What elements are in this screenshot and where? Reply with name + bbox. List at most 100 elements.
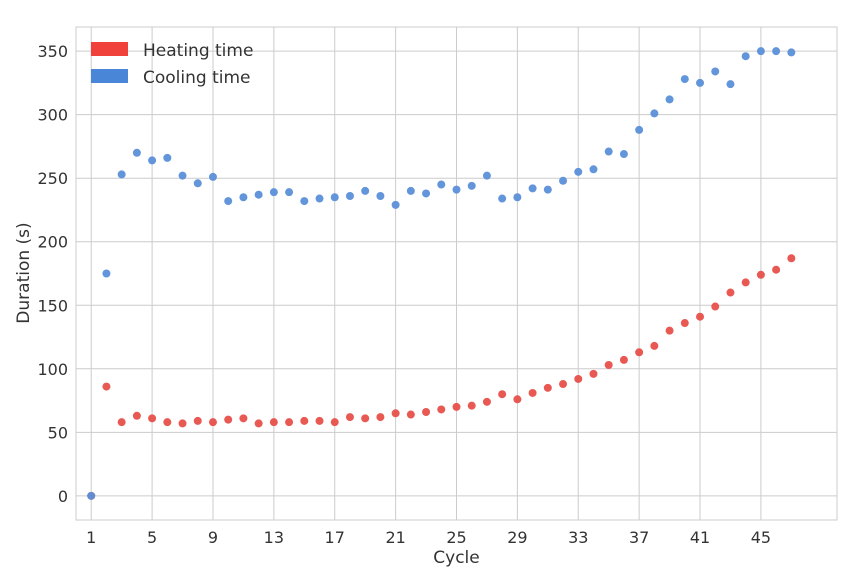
heating-point — [406, 410, 415, 419]
y-tick-label: 300 — [37, 106, 68, 125]
x-tick-label: 29 — [507, 528, 527, 547]
heating-point — [361, 414, 370, 423]
y-tick-label: 150 — [37, 296, 68, 315]
x-axis-label: Cycle — [433, 548, 479, 568]
cooling-series — [87, 47, 796, 500]
cooling-point — [680, 75, 689, 84]
cooling-point — [391, 200, 400, 209]
cooling-point — [376, 191, 385, 200]
legend: Heating time Cooling time — [91, 41, 253, 88]
heating-point — [650, 341, 659, 350]
legend-label-cooling: Cooling time — [143, 68, 251, 88]
x-tick-label: 1 — [86, 528, 96, 547]
cooling-point — [452, 185, 461, 194]
x-tick-label: 45 — [751, 528, 771, 547]
cooling-point — [406, 186, 415, 195]
heating-point — [117, 418, 126, 427]
cooling-point — [422, 189, 431, 198]
cooling-point — [117, 170, 126, 179]
cooling-point — [635, 125, 644, 134]
cooling-point — [696, 78, 705, 87]
cooling-point — [589, 165, 598, 174]
y-tick-label: 200 — [37, 233, 68, 252]
heating-point — [132, 411, 141, 420]
legend-label-heating: Heating time — [143, 41, 253, 61]
cooling-point — [361, 186, 370, 195]
heating-point — [285, 418, 294, 427]
cooling-point — [102, 269, 111, 278]
heating-point — [376, 413, 385, 422]
cooling-point — [711, 67, 720, 76]
heating-point — [787, 254, 796, 263]
cooling-point — [178, 171, 187, 180]
heating-point — [148, 414, 157, 423]
cooling-point — [224, 197, 233, 206]
grid-lines — [76, 27, 837, 520]
heating-point — [665, 326, 674, 335]
heating-point — [756, 270, 765, 279]
y-tick-label: 250 — [37, 169, 68, 188]
heating-point — [345, 413, 354, 422]
cooling-point — [345, 191, 354, 200]
cooling-point — [87, 491, 96, 500]
heating-point — [437, 405, 446, 414]
cooling-point — [559, 176, 568, 185]
heating-point — [315, 416, 324, 425]
heating-point — [589, 369, 598, 378]
cooling-point — [482, 171, 491, 180]
heating-point — [680, 319, 689, 328]
heating-point — [269, 418, 278, 427]
heating-point — [635, 348, 644, 357]
heating-point — [726, 288, 735, 297]
cooling-point — [269, 188, 278, 197]
heating-point — [619, 355, 628, 364]
x-tick-label: 5 — [147, 528, 157, 547]
heating-point — [208, 418, 217, 427]
x-tick-label: 21 — [385, 528, 405, 547]
heating-point — [528, 388, 537, 397]
heating-point — [559, 380, 568, 389]
x-tick-label: 37 — [629, 528, 649, 547]
heating-point — [711, 302, 720, 311]
cooling-point — [787, 48, 796, 57]
cooling-point — [498, 194, 507, 203]
cooling-point — [330, 193, 339, 202]
cooling-point — [300, 197, 309, 206]
heating-point — [696, 312, 705, 321]
cooling-point — [315, 194, 324, 203]
heating-point — [467, 401, 476, 410]
heating-point — [254, 419, 263, 428]
heating-point — [178, 419, 187, 428]
cooling-point — [619, 150, 628, 159]
heating-point — [772, 265, 781, 274]
x-tick-label: 25 — [446, 528, 466, 547]
y-tick-label: 350 — [37, 42, 68, 61]
heating-series — [87, 254, 796, 500]
y-tick-label: 100 — [37, 360, 68, 379]
legend-swatch-heating — [91, 42, 128, 56]
y-tick-labels: 0 50 100 150 200 250 300 350 — [37, 42, 68, 506]
heating-point — [239, 414, 248, 423]
heating-point — [224, 415, 233, 424]
cooling-point — [726, 80, 735, 89]
cooling-point — [650, 109, 659, 118]
x-tick-labels: 1 5 9 13 17 21 25 29 33 37 41 45 — [86, 528, 771, 547]
heating-point — [391, 409, 400, 418]
heating-point — [163, 418, 172, 427]
x-tick-label: 13 — [264, 528, 284, 547]
cooling-point — [574, 167, 583, 176]
data-points — [87, 47, 796, 500]
heating-point — [102, 382, 111, 391]
cooling-point — [148, 156, 157, 165]
cooling-point — [437, 180, 446, 189]
heating-point — [422, 407, 431, 416]
cooling-point — [132, 148, 141, 157]
heating-point — [193, 416, 202, 425]
cooling-point — [285, 188, 294, 197]
heating-point — [741, 278, 750, 287]
legend-swatch-cooling — [91, 69, 128, 83]
heating-point — [300, 416, 309, 425]
cooling-point — [528, 184, 537, 193]
cooling-point — [665, 95, 674, 104]
